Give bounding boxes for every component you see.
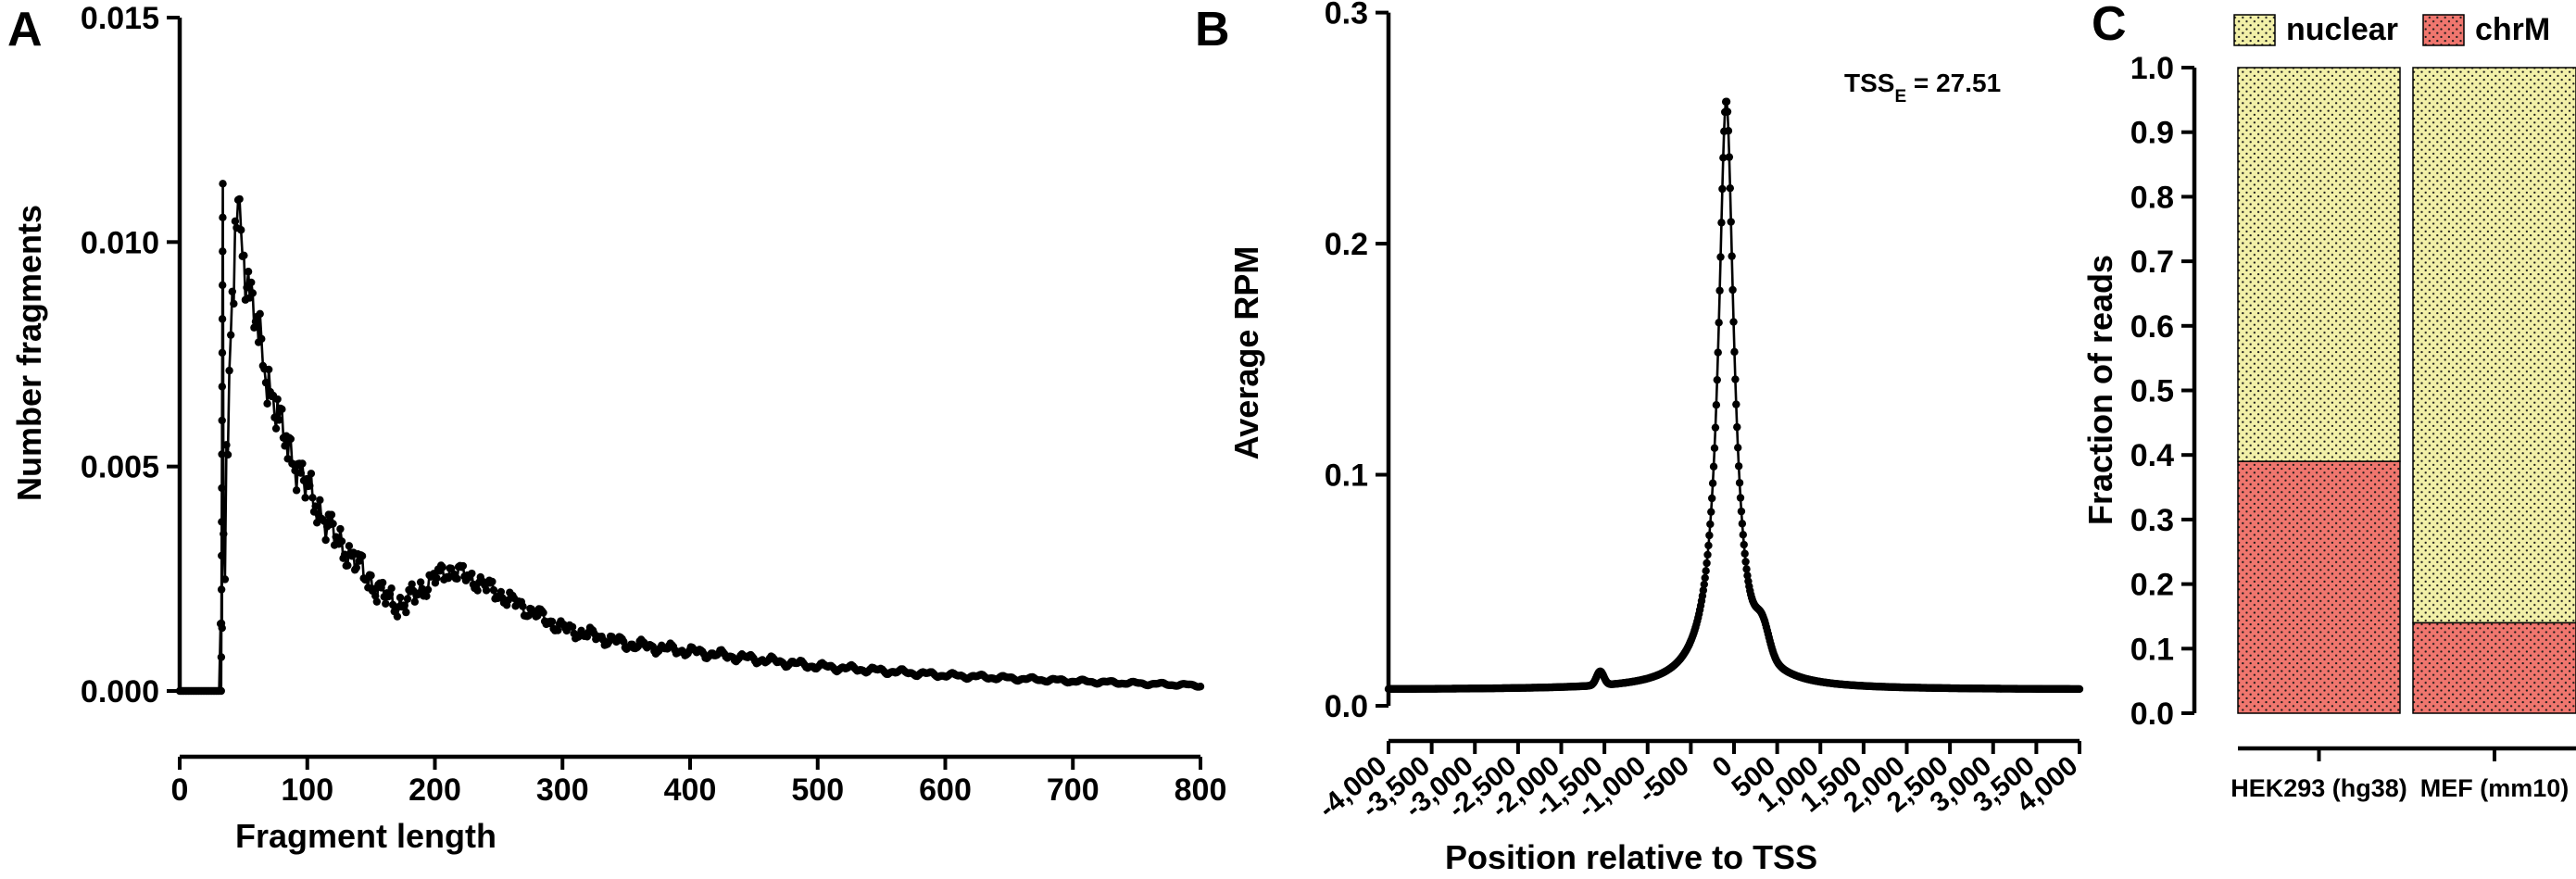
svg-text:0.2: 0.2	[2130, 568, 2174, 603]
svg-text:0.4: 0.4	[2130, 438, 2174, 473]
svg-text:0.8: 0.8	[2130, 180, 2174, 215]
svg-text:0.0: 0.0	[2130, 697, 2174, 732]
svg-text:0.9: 0.9	[2130, 116, 2174, 151]
svg-text:nuclear: nuclear	[2286, 12, 2398, 47]
svg-text:0.3: 0.3	[2130, 503, 2174, 538]
svg-text:0.7: 0.7	[2130, 245, 2174, 280]
svg-text:0.5: 0.5	[2130, 374, 2174, 409]
svg-text:1.0: 1.0	[2130, 51, 2174, 86]
svg-text:MEF (mm10): MEF (mm10)	[2420, 774, 2570, 802]
svg-text:HEK293 (hg38): HEK293 (hg38)	[2230, 774, 2407, 802]
svg-text:0.1: 0.1	[2130, 632, 2174, 667]
svg-text:chrM: chrM	[2475, 12, 2550, 47]
svg-text:0.6: 0.6	[2130, 309, 2174, 345]
